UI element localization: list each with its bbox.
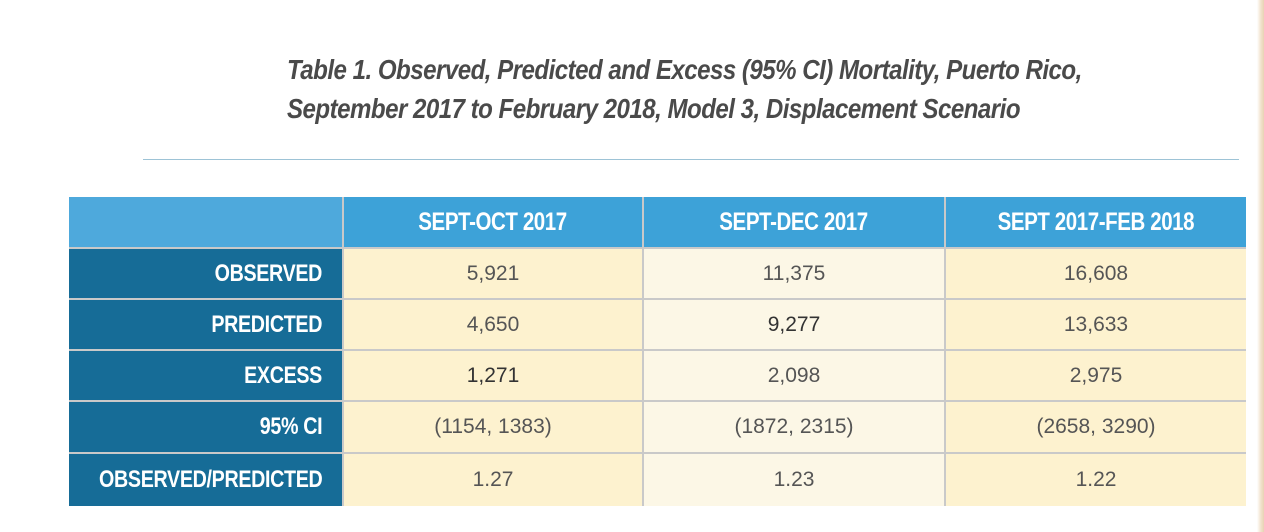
table-cell: 1.22: [946, 454, 1246, 506]
column-header-sept-2017-feb-2018: SEPT 2017-FEB 2018: [946, 197, 1246, 247]
table-cell: 1.23: [644, 454, 944, 506]
title-divider: [143, 159, 1239, 160]
table-title-line-2: September 2017 to February 2018, Model 3…: [287, 93, 1021, 124]
table-header-corner: [69, 197, 342, 247]
table-cell: (1154, 1383): [344, 402, 642, 452]
table-cell: 9,277: [644, 300, 944, 349]
table-title-line-1: Table 1. Observed, Predicted and Excess …: [287, 54, 1082, 85]
table-title: Table 1. Observed, Predicted and Excess …: [287, 50, 1087, 128]
table-cell: 4,650: [344, 300, 642, 349]
row-label-observed: OBSERVED: [69, 249, 342, 298]
page-edge: [1257, 0, 1264, 532]
table-cell: 16,608: [946, 249, 1246, 298]
table-cell: 2,975: [946, 351, 1246, 400]
mortality-table: SEPT-OCT 2017 SEPT-DEC 2017 SEPT 2017-FE…: [69, 197, 1246, 506]
column-header-sept-dec-2017: SEPT-DEC 2017: [644, 197, 944, 247]
table-cell: 13,633: [946, 300, 1246, 349]
table-cell: 5,921: [344, 249, 642, 298]
column-header-sept-oct-2017: SEPT-OCT 2017: [344, 197, 642, 247]
table-cell: 1.27: [344, 454, 642, 506]
row-label-95-ci: 95% CI: [69, 402, 342, 452]
table-cell: 2,098: [644, 351, 944, 400]
table-cell: 11,375: [644, 249, 944, 298]
table-cell: 1,271: [344, 351, 642, 400]
row-label-excess: EXCESS: [69, 351, 342, 400]
row-label-observed-predicted: OBSERVED/PREDICTED: [69, 454, 342, 506]
table-cell: (1872, 2315): [644, 402, 944, 452]
row-label-predicted: PREDICTED: [69, 300, 342, 349]
table-cell: (2658, 3290): [946, 402, 1246, 452]
